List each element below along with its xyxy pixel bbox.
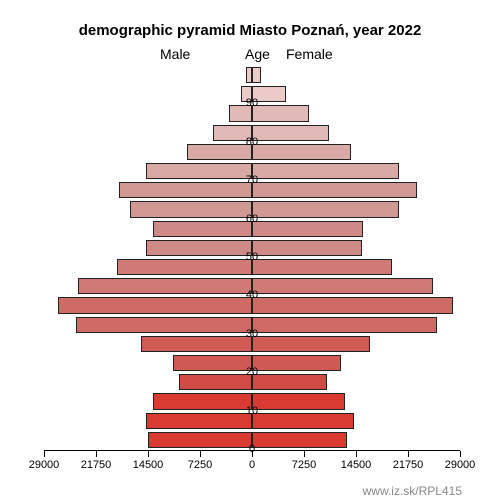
bar-female (252, 67, 261, 83)
bar-female (252, 413, 354, 429)
bar-row (44, 239, 460, 258)
bar-male (76, 317, 252, 333)
bar-row (44, 220, 460, 239)
bar-row (44, 143, 460, 162)
label-age: Age (245, 46, 270, 62)
bar-male (153, 221, 252, 237)
bar-male (241, 86, 252, 102)
label-female: Female (286, 46, 333, 62)
bar-row (44, 412, 460, 431)
bar-male (78, 278, 252, 294)
x-axis: 290002175014500725007250145002175029000 (44, 450, 460, 486)
bar-male (148, 432, 252, 448)
bar-female (252, 240, 362, 256)
bar-female (252, 125, 329, 141)
x-axis-tick (408, 451, 409, 457)
x-axis-tick (252, 451, 253, 457)
x-axis-tick (44, 451, 45, 457)
bar-male (146, 163, 252, 179)
bar-row (44, 124, 460, 143)
bar-male (187, 144, 252, 160)
bar-row (44, 316, 460, 335)
bar-row (44, 431, 460, 450)
bar-row (44, 181, 460, 200)
x-axis-tick (460, 451, 461, 457)
bar-row (44, 258, 460, 277)
x-axis-tick-label: 7250 (292, 459, 316, 471)
bar-row (44, 392, 460, 411)
x-axis-tick-label: 29000 (445, 459, 476, 471)
x-axis-tick-label: 29000 (29, 459, 60, 471)
x-axis-tick-label: 0 (249, 459, 255, 471)
bar-male (146, 240, 252, 256)
bar-row (44, 200, 460, 219)
bar-female (252, 163, 399, 179)
bar-male (179, 374, 252, 390)
bar-row (44, 85, 460, 104)
bar-male (141, 336, 252, 352)
bar-row (44, 104, 460, 123)
bar-male (146, 413, 252, 429)
bar-female (252, 336, 370, 352)
bar-row (44, 66, 460, 85)
chart-title: demographic pyramid Miasto Poznań, year … (0, 22, 500, 39)
bar-row (44, 373, 460, 392)
bar-row (44, 162, 460, 181)
x-axis-tick (96, 451, 97, 457)
bar-male (119, 182, 252, 198)
pyramid-chart: 0102030405060708090 29000217501450072500… (44, 66, 460, 450)
watermark: www.iz.sk/RPL415 (363, 484, 462, 498)
bar-male (130, 201, 252, 217)
chart-container: demographic pyramid Miasto Poznań, year … (0, 0, 500, 500)
x-axis-tick (148, 451, 149, 457)
bar-row (44, 335, 460, 354)
bar-male (213, 125, 252, 141)
bar-female (252, 221, 363, 237)
x-axis-tick-label: 14500 (341, 459, 372, 471)
bar-row (44, 296, 460, 315)
bars-area: 0102030405060708090 (44, 66, 460, 450)
label-male: Male (160, 46, 190, 62)
bar-female (252, 297, 453, 313)
bar-male (173, 355, 252, 371)
bar-row (44, 277, 460, 296)
bar-female (252, 105, 309, 121)
bar-female (252, 182, 417, 198)
x-axis-tick (304, 451, 305, 457)
bar-female (252, 259, 392, 275)
x-axis-tick (356, 451, 357, 457)
bar-female (252, 393, 345, 409)
x-axis-tick-label: 21750 (393, 459, 424, 471)
bar-female (252, 374, 327, 390)
bar-male (153, 393, 252, 409)
bar-female (252, 432, 347, 448)
bar-female (252, 86, 286, 102)
bar-female (252, 278, 433, 294)
bar-male (229, 105, 252, 121)
x-axis-tick-label: 21750 (81, 459, 112, 471)
x-axis-tick-label: 14500 (133, 459, 164, 471)
bar-male (117, 259, 252, 275)
x-axis-tick (200, 451, 201, 457)
bar-female (252, 201, 399, 217)
bar-male (58, 297, 252, 313)
bar-row (44, 354, 460, 373)
bar-female (252, 355, 341, 371)
x-axis-tick-label: 7250 (188, 459, 212, 471)
bar-female (252, 144, 351, 160)
bar-female (252, 317, 437, 333)
